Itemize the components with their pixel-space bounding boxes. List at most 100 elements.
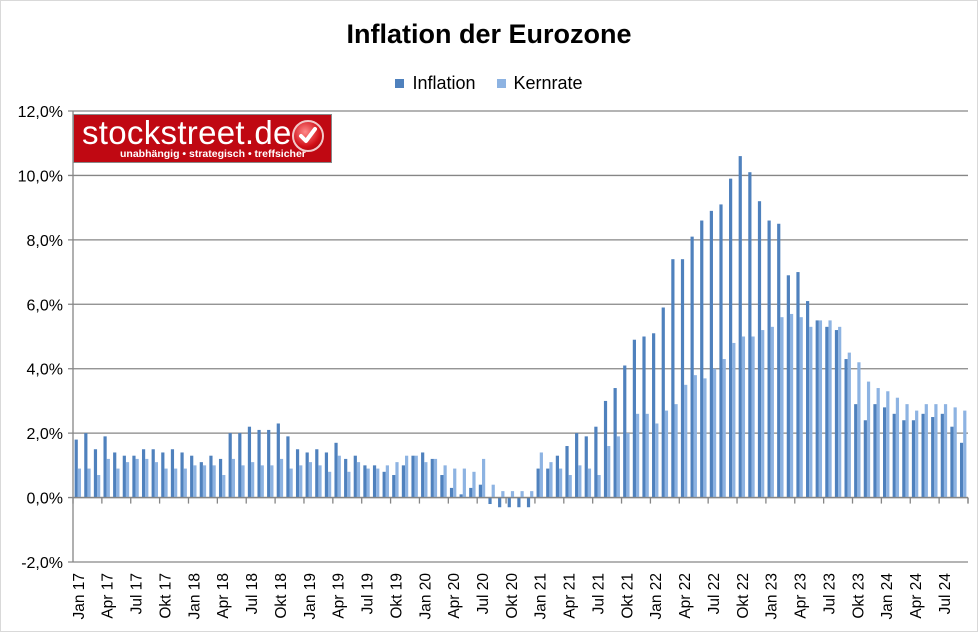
bar-inflation: [613, 388, 617, 498]
bar-inflation: [652, 333, 656, 498]
chart-title: Inflation der Eurozone: [346, 19, 632, 49]
bar-inflation: [498, 497, 502, 508]
stockstreet-logo: stockstreet.de unabhängig • strategisch …: [73, 114, 332, 163]
bar-inflation: [74, 439, 78, 498]
bar-inflation: [507, 497, 511, 508]
bar-inflation: [729, 178, 733, 498]
x-tick-label: Okt 19: [388, 573, 405, 619]
bar-kernrate: [568, 475, 572, 498]
bar-inflation: [344, 458, 348, 498]
bar-kernrate: [751, 336, 755, 498]
y-tick-label: 10,0%: [18, 168, 63, 185]
bar-kernrate: [539, 452, 543, 498]
bar-inflation: [882, 407, 887, 498]
bar-kernrate: [260, 465, 264, 498]
bar-inflation: [84, 433, 88, 498]
bar-inflation: [132, 455, 136, 498]
bar-inflation: [469, 487, 473, 498]
bar-inflation: [700, 220, 704, 498]
legend-item-inflation: Inflation: [395, 73, 475, 94]
bar-inflation: [565, 446, 569, 498]
bar-inflation: [892, 413, 896, 498]
bar-inflation: [546, 468, 550, 498]
bar-inflation: [834, 330, 839, 498]
x-tick-label: Apr 17: [100, 573, 117, 619]
bar-inflation: [844, 359, 848, 498]
bar-inflation: [825, 326, 829, 498]
bar-inflation: [141, 449, 146, 498]
logo-tagline: unabhängig • strategisch • treffsicher: [120, 148, 306, 160]
bar-kernrate: [530, 491, 534, 498]
legend-label: Kernrate: [513, 73, 583, 93]
bar-inflation: [950, 426, 954, 498]
bar-inflation: [324, 452, 329, 498]
bar-inflation: [623, 365, 627, 498]
bar-inflation: [113, 452, 117, 498]
bar-inflation: [863, 420, 867, 498]
bar-kernrate: [251, 462, 255, 498]
bar-kernrate: [770, 326, 774, 498]
x-tick-label: Apr 23: [793, 573, 810, 619]
logo-brand: stockstreet.de: [82, 114, 292, 151]
bar-kernrate: [847, 352, 851, 498]
legend-label: Inflation: [412, 73, 476, 93]
bar-inflation: [584, 436, 588, 498]
bar-kernrate: [77, 468, 82, 498]
bar-kernrate: [453, 468, 457, 498]
bar-inflation: [671, 259, 675, 498]
y-tick-label: 2,0%: [27, 426, 63, 443]
bar-kernrate: [934, 404, 938, 498]
y-tick-label: 8,0%: [27, 233, 63, 250]
bar-inflation: [238, 433, 242, 498]
x-tick-label: Apr 21: [562, 573, 579, 619]
x-tick-label: Jan 24: [879, 573, 896, 620]
bar-inflation: [401, 465, 406, 498]
bar-kernrate: [693, 375, 697, 498]
bar-kernrate: [125, 462, 130, 498]
x-tick-label: Apr 18: [215, 573, 232, 619]
bar-kernrate: [510, 491, 515, 498]
bar-inflation: [459, 494, 463, 498]
bar-kernrate: [520, 491, 524, 498]
bar-inflation: [449, 487, 454, 498]
bar-kernrate: [578, 465, 582, 498]
bar-inflation: [959, 442, 964, 498]
bar-kernrate: [703, 378, 707, 498]
x-tick-label: Apr 24: [908, 573, 925, 619]
bar-inflation: [267, 429, 271, 498]
bar-inflation: [93, 449, 98, 498]
bar-inflation: [295, 449, 300, 498]
bar-inflation: [806, 301, 810, 498]
x-tick-label: Okt 21: [619, 573, 636, 619]
bar-kernrate: [789, 313, 794, 498]
bar-kernrate: [87, 468, 91, 498]
bar-inflation: [180, 452, 184, 498]
bar-inflation: [632, 339, 636, 498]
bar-inflation: [854, 404, 858, 498]
x-tick-label: Jan 23: [764, 573, 781, 620]
bar-kernrate: [356, 462, 361, 498]
bar-kernrate: [626, 433, 630, 498]
bar-kernrate: [818, 320, 823, 498]
bar-inflation: [353, 455, 357, 498]
bar-kernrate: [308, 462, 312, 498]
bar-kernrate: [116, 468, 120, 498]
bar-kernrate: [761, 330, 765, 498]
bar-inflation: [555, 455, 559, 498]
bar-inflation: [199, 462, 203, 498]
x-tick-label: Jan 17: [71, 573, 88, 620]
bar-kernrate: [347, 471, 351, 498]
bar-inflation: [748, 172, 752, 498]
bar-kernrate: [587, 468, 592, 498]
bar-inflation: [478, 484, 483, 498]
bar-inflation: [170, 449, 175, 498]
bar-inflation: [690, 236, 694, 498]
y-tick-label: -2,0%: [21, 555, 63, 572]
y-tick-label: 6,0%: [27, 297, 63, 314]
bar-kernrate: [376, 468, 380, 498]
x-tick-label: Apr 22: [677, 573, 694, 619]
bar-inflation: [536, 468, 540, 498]
bar-kernrate: [97, 475, 101, 498]
bar-kernrate: [674, 404, 678, 498]
bar-kernrate: [655, 423, 659, 498]
